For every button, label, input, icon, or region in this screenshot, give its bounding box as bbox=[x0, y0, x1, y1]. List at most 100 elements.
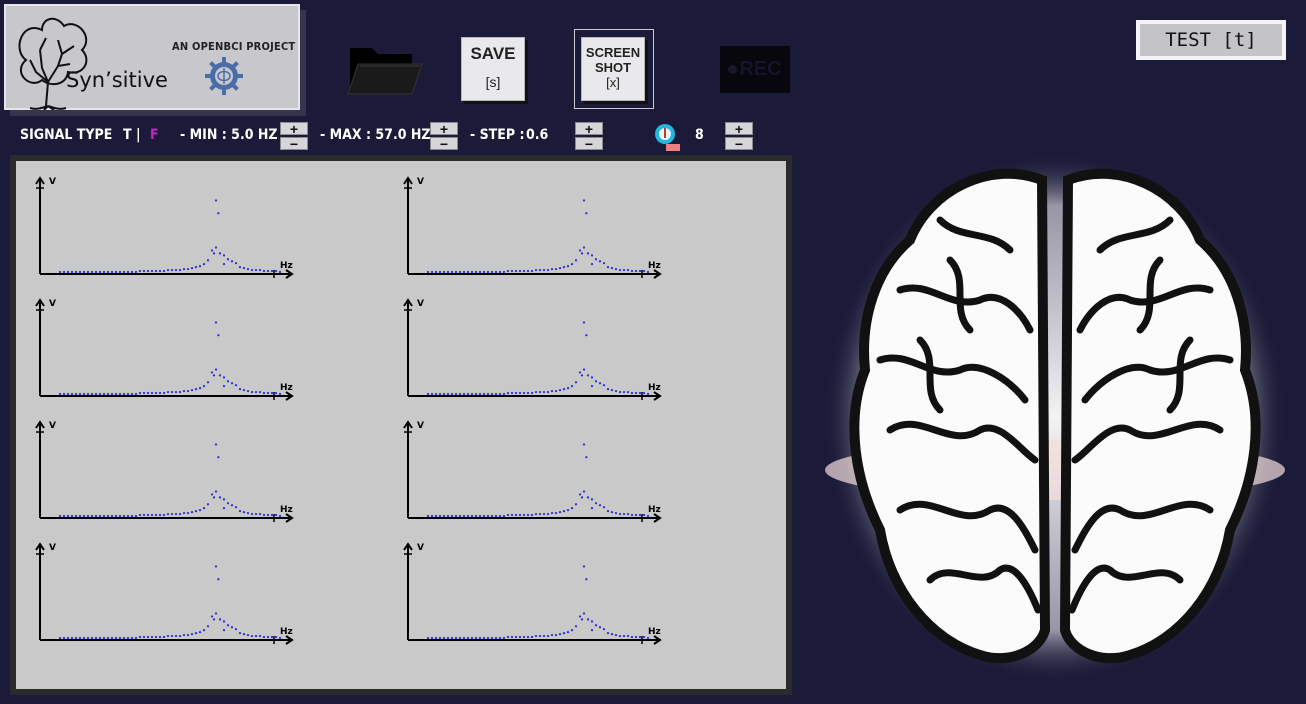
plot-3-point-33 bbox=[190, 388, 194, 392]
plot-8-point-49 bbox=[622, 634, 626, 638]
plot-1-point-49 bbox=[254, 268, 258, 272]
plot-4-point-11 bbox=[470, 392, 474, 396]
plot-6-point-16 bbox=[490, 514, 494, 518]
step-label: - STEP : bbox=[470, 127, 525, 143]
plot-6-point-29 bbox=[542, 512, 546, 516]
plot-2-point-28 bbox=[538, 268, 542, 272]
plot-3-peak-point-3 bbox=[212, 374, 216, 377]
plot-6-x-label: Hz bbox=[648, 505, 661, 515]
plot-2-point-11 bbox=[470, 270, 474, 274]
min-frequency-label: - MIN : 5.0 HZ bbox=[180, 127, 278, 143]
count-decrease-button[interactable]: − bbox=[725, 137, 753, 151]
plot-6-point-32 bbox=[554, 511, 558, 515]
plot-8-point-21 bbox=[510, 635, 514, 639]
plot-2-point-19 bbox=[502, 270, 506, 274]
plot-1-point-7 bbox=[86, 270, 90, 274]
open-folder-button[interactable] bbox=[346, 40, 424, 100]
plot-7-point-27 bbox=[166, 634, 170, 638]
plot-1-point-52 bbox=[266, 269, 270, 273]
plot-3-point-13 bbox=[110, 392, 114, 396]
plot-1-point-30 bbox=[178, 268, 182, 272]
plot-7-point-18 bbox=[130, 636, 134, 640]
plot-8-point-52 bbox=[634, 635, 638, 639]
min-decrease-button[interactable]: − bbox=[280, 137, 308, 151]
plot-1-point-3 bbox=[70, 270, 74, 274]
plot-2-point-35 bbox=[566, 265, 570, 268]
plot-1-point-18 bbox=[130, 270, 134, 274]
plot-5-point-5 bbox=[78, 514, 82, 518]
plot-5-point-37 bbox=[206, 503, 210, 506]
plot-3-point-50 bbox=[258, 390, 262, 394]
plot-7-point-14 bbox=[114, 636, 118, 640]
signal-type-t-option[interactable]: T bbox=[123, 127, 132, 143]
signal-type-f-option[interactable]: F bbox=[150, 127, 159, 143]
plot-6-point-34 bbox=[562, 510, 566, 513]
max-decrease-button[interactable]: − bbox=[430, 137, 458, 151]
plot-8-point-10 bbox=[466, 636, 470, 640]
plot-7-point-21 bbox=[142, 635, 146, 639]
plot-3-point-11 bbox=[102, 392, 106, 396]
plot-8-point-31 bbox=[550, 633, 554, 637]
screenshot-button[interactable]: SCREEN SHOT [x] bbox=[581, 37, 645, 101]
plot-8-point-54 bbox=[642, 635, 646, 639]
plot-2-point-22 bbox=[514, 269, 518, 273]
plot-7-peak-point-1 bbox=[217, 578, 220, 581]
plot-8-point-41 bbox=[590, 629, 594, 632]
plot-8-point-7 bbox=[454, 636, 458, 640]
plot-3-point-37 bbox=[206, 381, 210, 384]
plot-4-point-14 bbox=[482, 392, 486, 396]
plot-2-point-27 bbox=[534, 268, 538, 272]
plot-2-point-44 bbox=[602, 262, 606, 265]
step-increase-button[interactable]: + bbox=[575, 122, 603, 136]
plot-8-point-55 bbox=[646, 636, 650, 640]
test-button[interactable]: TEST [t] bbox=[1136, 20, 1286, 60]
plot-3-point-29 bbox=[174, 390, 178, 394]
plot-1-point-40 bbox=[218, 252, 222, 255]
min-increase-button[interactable]: + bbox=[280, 122, 308, 136]
plot-2-point-8 bbox=[458, 270, 462, 274]
plot-7-point-30 bbox=[178, 634, 182, 638]
plot-2-point-12 bbox=[474, 270, 478, 274]
plot-6-point-14 bbox=[482, 514, 486, 518]
plot-6-point-21 bbox=[510, 513, 514, 517]
save-button[interactable]: SAVE [s] bbox=[461, 37, 525, 101]
plot-3-point-43 bbox=[230, 382, 234, 385]
plot-7-point-3 bbox=[70, 636, 74, 640]
plot-2-point-33 bbox=[558, 266, 562, 270]
plot-4-peak-point-2 bbox=[590, 376, 594, 379]
plot-3-point-5 bbox=[78, 392, 82, 396]
plot-4-point-3 bbox=[438, 392, 442, 396]
plot-7-point-16 bbox=[122, 636, 126, 640]
plot-4-point-25 bbox=[526, 391, 530, 395]
plot-7-peak-point-0 bbox=[214, 565, 218, 568]
plot-5-point-23 bbox=[150, 513, 154, 517]
plot-8-point-1 bbox=[430, 636, 434, 640]
step-decrease-button[interactable]: − bbox=[575, 137, 603, 151]
plot-4-point-15 bbox=[486, 392, 490, 396]
plot-5-point-52 bbox=[266, 513, 270, 517]
plot-6-point-38 bbox=[578, 493, 582, 496]
plot-1-point-53 bbox=[270, 269, 274, 273]
plot-6-point-3 bbox=[438, 514, 442, 518]
plot-7-point-41 bbox=[222, 629, 226, 632]
plot-4-point-52 bbox=[634, 391, 638, 395]
plot-4-point-22 bbox=[514, 391, 518, 395]
max-increase-button[interactable]: + bbox=[430, 122, 458, 136]
plot-4-point-6 bbox=[450, 392, 454, 396]
plot-4-point-19 bbox=[502, 392, 506, 396]
plot-5-point-9 bbox=[94, 514, 98, 518]
plot-6-point-6 bbox=[450, 514, 454, 518]
plot-2-peak-point-1 bbox=[585, 212, 588, 215]
record-button[interactable]: REC bbox=[720, 46, 790, 93]
plot-8-point-51 bbox=[630, 635, 634, 639]
plot-2-point-7 bbox=[454, 270, 458, 274]
plot-5-point-38 bbox=[210, 493, 214, 496]
count-increase-button[interactable]: + bbox=[725, 122, 753, 136]
plot-5-x-arrow bbox=[285, 513, 294, 523]
plot-7-point-10 bbox=[98, 636, 102, 640]
plot-5-point-40 bbox=[218, 496, 222, 499]
plot-6-peak-point-0 bbox=[582, 443, 586, 446]
plot-6-point-20 bbox=[506, 513, 510, 517]
plot-3-y-arrow bbox=[35, 298, 45, 307]
plot-4-point-30 bbox=[546, 390, 550, 394]
